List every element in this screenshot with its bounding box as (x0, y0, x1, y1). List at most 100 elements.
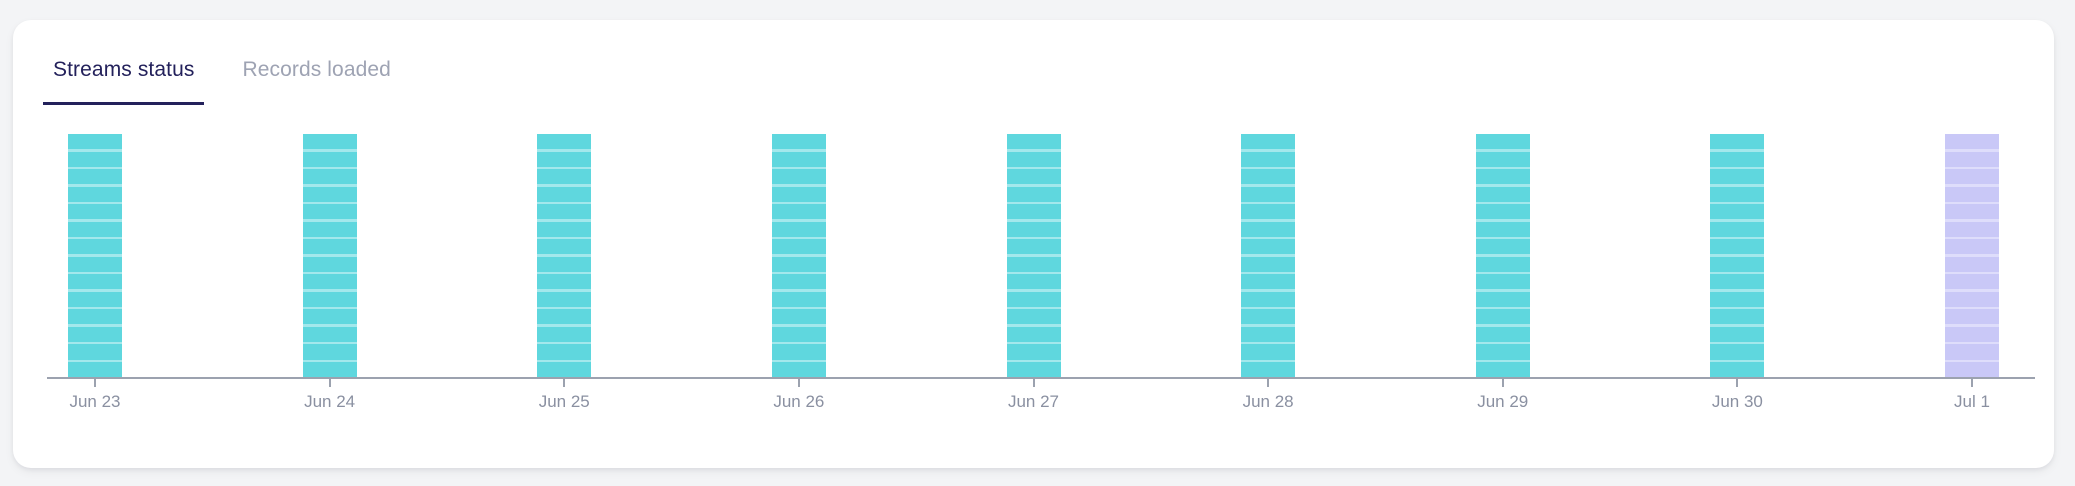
bar-segment (1945, 326, 1999, 342)
bar-segment (1710, 169, 1765, 185)
bar-segment (771, 151, 826, 167)
bar-segment (1710, 204, 1765, 220)
chart-bar-jun-25[interactable] (537, 134, 592, 378)
bar-segment (1241, 309, 1296, 325)
bar-segment (1006, 274, 1061, 290)
x-axis-label: Jun 28 (1242, 392, 1294, 411)
bar-segment (1475, 361, 1530, 378)
chart-bar-jun-30[interactable] (1710, 134, 1765, 378)
bar-segment (1475, 134, 1530, 150)
bar-segment (1710, 186, 1765, 202)
x-axis-label: Jun 29 (1477, 392, 1529, 411)
bar-segment (537, 344, 592, 360)
bar-segment (771, 309, 826, 325)
bar-segment (1945, 134, 1999, 150)
chart-bar-jun-26[interactable] (771, 134, 826, 378)
bar-segment (771, 239, 826, 255)
x-axis-labels: Jun 23 Jun 24 Jun 25 Jun 26 Jun 27 Jun 28 Jun … (68, 392, 1999, 412)
axis-tick (1501, 379, 1504, 387)
bar-segment (1241, 326, 1296, 342)
bar-segment (68, 169, 122, 185)
axis-tick (1971, 379, 1973, 387)
chart-bar-jul-1[interactable] (1945, 134, 1999, 378)
bar-segment (1710, 344, 1765, 360)
bar-segment (1241, 361, 1296, 378)
bar-segment (1006, 239, 1061, 255)
bar-segment (1945, 344, 1999, 360)
bar-segment (1006, 204, 1061, 220)
axis-tick (1032, 379, 1035, 387)
bar-segment (1710, 151, 1765, 167)
bar-segment (1945, 151, 1999, 167)
x-axis-label: Jun 25 (538, 392, 590, 411)
bar-segment (302, 291, 357, 307)
x-axis-line (47, 377, 2035, 379)
bar-segment (537, 291, 592, 307)
bar-segment (771, 274, 826, 290)
axis-tick (797, 379, 800, 387)
tab-bar: Streams status Records loaded (43, 58, 401, 105)
bar-segment (68, 326, 122, 342)
bar-segment (771, 134, 826, 150)
bar-segment (1710, 309, 1765, 325)
bar-segment (537, 274, 592, 290)
bar-segment (1006, 256, 1061, 272)
bar-segment (771, 221, 826, 237)
chart-bar-jun-29[interactable] (1475, 134, 1530, 378)
bar-segment (302, 239, 357, 255)
bar-segment (302, 169, 357, 185)
bar-segment (302, 344, 357, 360)
bar-segment (1475, 291, 1530, 307)
bar-segment (1006, 169, 1061, 185)
bar-segment (537, 309, 592, 325)
bar-segment (537, 326, 592, 342)
bar-segment (302, 326, 357, 342)
bar-segment (1945, 309, 1999, 325)
bar-segment (1945, 186, 1999, 202)
bar-segment (68, 291, 122, 307)
bar-segment (1241, 134, 1296, 150)
bar-segment (1710, 274, 1765, 290)
bar-segment (537, 256, 592, 272)
bar-segment (68, 221, 122, 237)
bar-segment (1475, 151, 1530, 167)
bar-segment (1945, 361, 1999, 378)
bar-segment (537, 204, 592, 220)
bar-segment (1006, 361, 1061, 378)
bar-segment (68, 186, 122, 202)
bar-segment (1241, 169, 1296, 185)
bar-segment (1475, 326, 1530, 342)
tab-streams-status[interactable]: Streams status (43, 58, 205, 105)
axis-tick-cell (1945, 379, 1999, 387)
bar-segment (1945, 291, 1999, 307)
axis-tick-cell (68, 379, 122, 387)
bar-segment (537, 134, 592, 150)
bar-segment (302, 151, 357, 167)
bar-segment (302, 274, 357, 290)
bar-segment (1241, 344, 1296, 360)
tab-records-loaded[interactable]: Records loaded (242, 58, 391, 81)
bar-segment (302, 204, 357, 220)
bar-segment (1475, 169, 1530, 185)
chart-bar-jun-23[interactable] (68, 134, 122, 378)
chart-bar-jun-24[interactable] (302, 134, 357, 378)
chart-bar-jun-27[interactable] (1006, 134, 1061, 378)
bar-segment (1710, 221, 1765, 237)
axis-tick-cell (1476, 379, 1530, 387)
bar-segment (1006, 134, 1061, 150)
axis-tick (94, 379, 96, 387)
bar-segment (1241, 274, 1296, 290)
chart-bar-jun-28[interactable] (1241, 134, 1296, 378)
bar-segment (771, 361, 826, 378)
axis-tick-cell (537, 379, 591, 387)
bar-segment (302, 134, 357, 150)
bar-segment (302, 361, 357, 378)
bar-segment (1945, 204, 1999, 220)
bar-segment (1241, 239, 1296, 255)
axis-tick-cell (1007, 379, 1061, 387)
bar-segment (537, 361, 592, 378)
bar-segment (1241, 256, 1296, 272)
bar-segment (1710, 239, 1765, 255)
x-axis-label: Jun 30 (1711, 392, 1763, 411)
bar-segment (1241, 291, 1296, 307)
